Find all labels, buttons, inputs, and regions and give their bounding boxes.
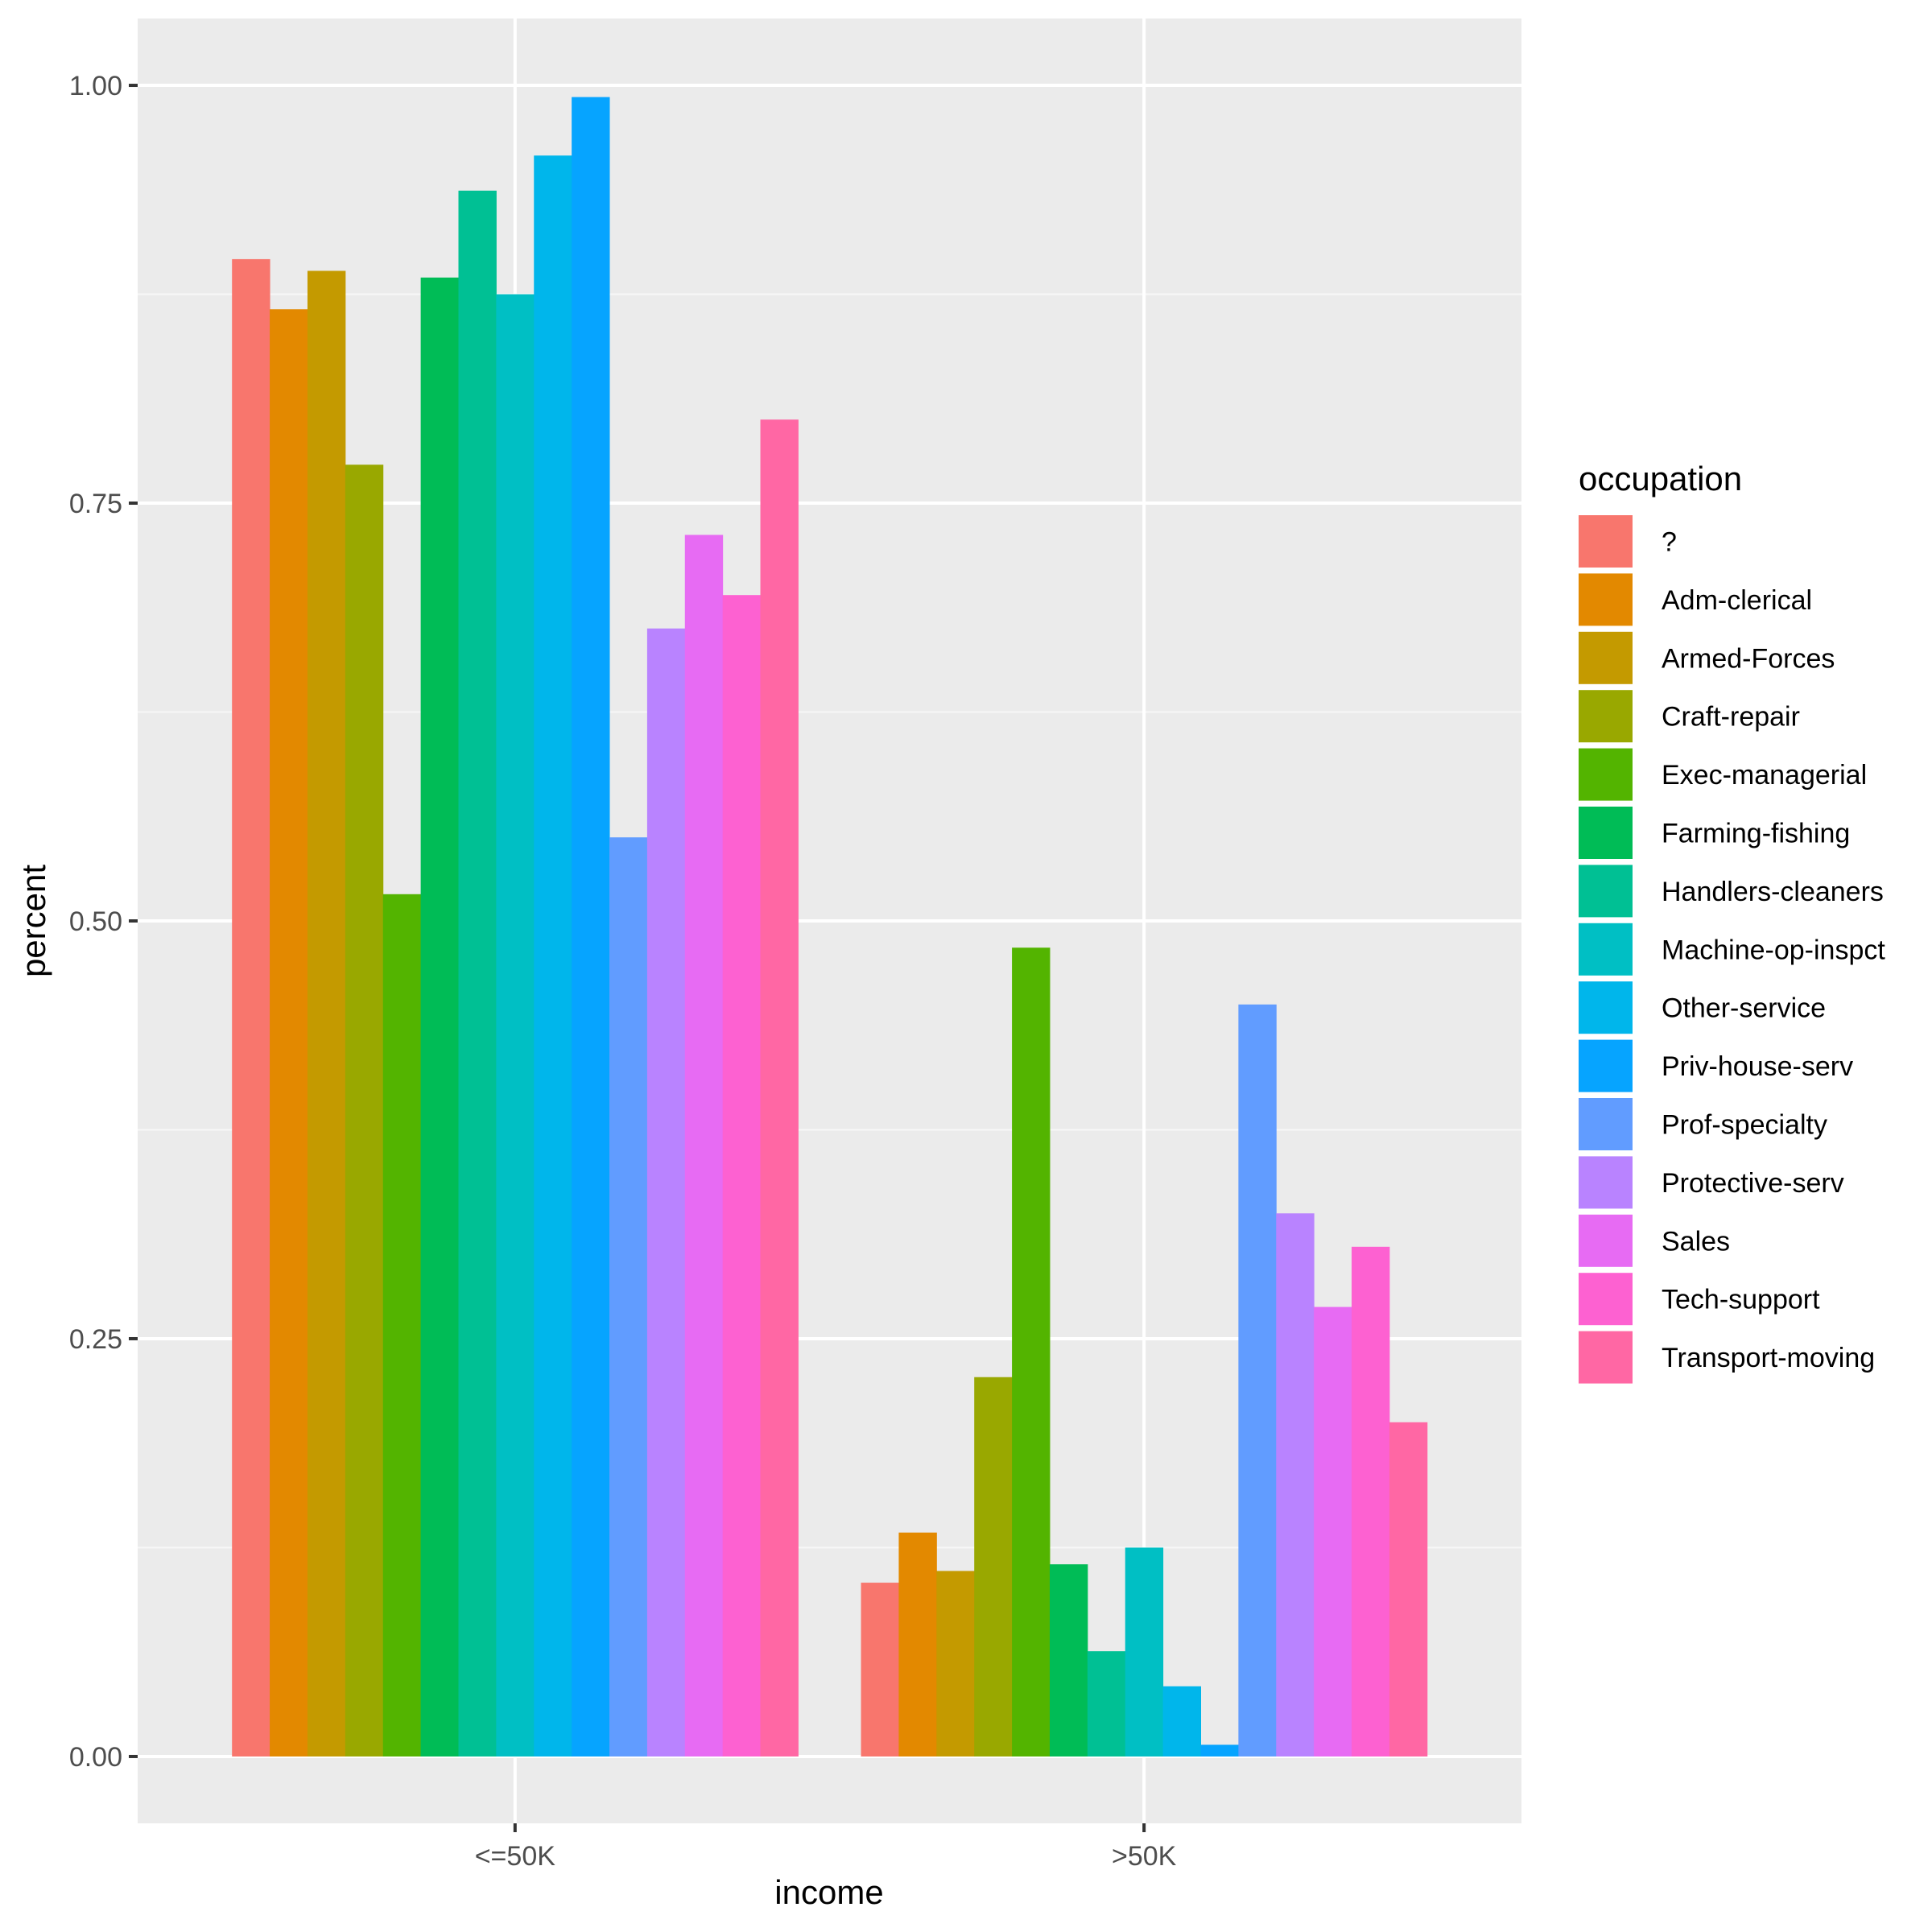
bar-unknown-le50k <box>232 258 270 1757</box>
y-tick-label: 0.00 <box>69 1742 122 1773</box>
bar-protective-serv-le50k <box>646 628 686 1757</box>
legend-key <box>1579 807 1633 859</box>
bar-unknown-gt50k <box>861 1583 899 1757</box>
legend-item: ? <box>1579 515 1677 568</box>
legend-label: Transport-moving <box>1662 1343 1875 1373</box>
legend-label: Machine-op-inspct <box>1662 935 1885 965</box>
bar-exec-managerial-gt50k <box>1012 947 1051 1757</box>
y-tick-label: 0.50 <box>69 906 122 937</box>
legend: occupation ? Adm-clerical Armed-Forces Craf… <box>1579 460 1885 1384</box>
legend-label: Farming-fishing <box>1662 819 1850 849</box>
bar-transport-moving-le50k <box>760 419 799 1757</box>
legend-item: Exec-managerial <box>1579 748 1867 801</box>
bar-armed-forces-gt50k <box>936 1571 975 1757</box>
legend-label: Other-service <box>1662 993 1826 1024</box>
bar-priv-house-serv-le50k <box>572 97 610 1757</box>
legend-label: Prof-specialty <box>1662 1110 1827 1141</box>
legend-key <box>1579 631 1633 684</box>
bar-transport-moving-gt50k <box>1389 1422 1428 1757</box>
legend-key <box>1579 923 1633 976</box>
bar-sales-le50k <box>684 535 724 1757</box>
bar-tech-support-gt50k <box>1352 1246 1390 1757</box>
bar-craft-repair-gt50k <box>974 1377 1013 1757</box>
y-tick-label: 0.75 <box>69 489 122 519</box>
legend-label: Sales <box>1662 1226 1730 1257</box>
x-axis: <=50K >50K <box>475 1823 1177 1872</box>
legend-title: occupation <box>1579 460 1742 497</box>
legend-key <box>1579 865 1633 918</box>
legend-key <box>1579 690 1633 743</box>
bars <box>232 97 1428 1757</box>
legend-key <box>1579 1331 1633 1384</box>
legend-item: Tech-support <box>1579 1273 1820 1326</box>
legend-item: Armed-Forces <box>1579 631 1835 684</box>
bar-craft-repair-le50k <box>345 464 384 1757</box>
legend-key <box>1579 515 1633 568</box>
bar-prof-specialty-gt50k <box>1238 1004 1277 1757</box>
bar-machine-op-inspct-gt50k <box>1125 1547 1164 1757</box>
legend-item: Farming-fishing <box>1579 807 1850 859</box>
legend-item: Handlers-cleaners <box>1579 865 1884 918</box>
legend-item: Adm-clerical <box>1579 573 1812 626</box>
legend-key <box>1579 573 1633 626</box>
legend-item: Machine-op-inspct <box>1579 923 1885 976</box>
legend-label: ? <box>1662 527 1677 558</box>
bar-priv-house-serv-gt50k <box>1200 1744 1239 1757</box>
bar-other-service-gt50k <box>1162 1686 1202 1757</box>
legend-item: Other-service <box>1579 981 1826 1034</box>
legend-item: Sales <box>1579 1214 1730 1267</box>
bar-adm-clerical-le50k <box>270 309 308 1757</box>
bar-farming-fishing-le50k <box>420 277 459 1757</box>
y-axis-title: percent <box>14 865 52 977</box>
legend-label: Craft-repair <box>1662 702 1800 733</box>
legend-item: Priv-house-serv <box>1579 1039 1853 1092</box>
bar-sales-gt50k <box>1314 1307 1352 1757</box>
y-tick-label: 0.25 <box>69 1324 122 1355</box>
x-axis-title: income <box>774 1873 883 1911</box>
legend-label: Exec-managerial <box>1662 760 1867 791</box>
bar-handlers-cleaners-le50k <box>458 190 497 1757</box>
legend-key <box>1579 981 1633 1034</box>
legend-item: Prof-specialty <box>1579 1098 1827 1150</box>
legend-label: Armed-Forces <box>1662 643 1835 674</box>
bar-armed-forces-le50k <box>307 270 346 1757</box>
legend-item: Transport-moving <box>1579 1331 1875 1384</box>
legend-key <box>1579 1214 1633 1267</box>
legend-key <box>1579 1098 1633 1150</box>
legend-item: Protective-serv <box>1579 1156 1844 1209</box>
legend-label: Tech-support <box>1662 1285 1820 1315</box>
x-tick-label: >50K <box>1112 1841 1177 1872</box>
bar-adm-clerical-gt50k <box>898 1532 937 1757</box>
legend-item: Craft-repair <box>1579 690 1800 743</box>
legend-label: Protective-serv <box>1662 1168 1844 1199</box>
bar-exec-managerial-le50k <box>382 894 422 1757</box>
legend-key <box>1579 1156 1633 1209</box>
bar-other-service-le50k <box>534 155 572 1757</box>
legend-label: Adm-clerical <box>1662 585 1812 616</box>
bar-protective-serv-gt50k <box>1276 1213 1315 1757</box>
bar-tech-support-le50k <box>722 595 762 1757</box>
legend-label: Handlers-cleaners <box>1662 877 1884 907</box>
bar-handlers-cleaners-gt50k <box>1087 1651 1126 1757</box>
y-tick-label: 1.00 <box>69 71 122 101</box>
legend-key <box>1579 1039 1633 1092</box>
bar-prof-specialty-le50k <box>609 837 648 1757</box>
y-axis: 0.00 0.25 0.50 0.75 1.00 <box>69 71 138 1773</box>
bar-farming-fishing-gt50k <box>1049 1564 1088 1757</box>
legend-key <box>1579 1273 1633 1326</box>
legend-key <box>1579 748 1633 801</box>
x-tick-label: <=50K <box>475 1841 556 1872</box>
bar-machine-op-inspct-le50k <box>496 294 535 1757</box>
legend-items: ? Adm-clerical Armed-Forces Craft-repair Exe… <box>1579 515 1885 1384</box>
legend-label: Priv-house-serv <box>1662 1051 1853 1082</box>
